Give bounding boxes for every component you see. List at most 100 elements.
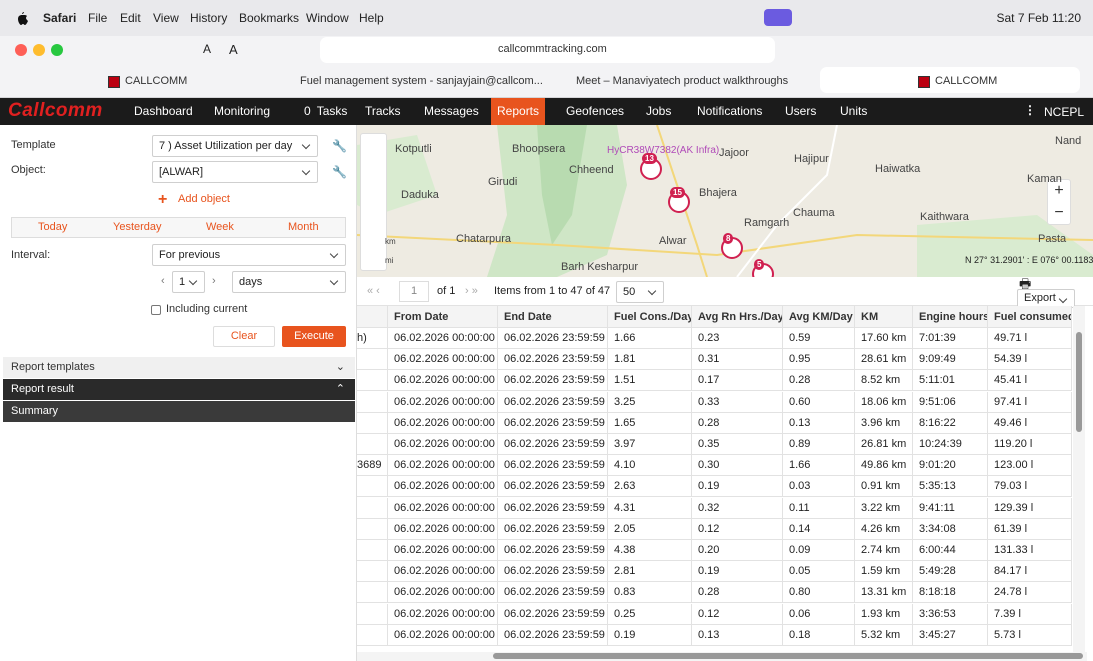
close-button[interactable] (15, 44, 27, 56)
cell: 06.02.2026 23:59:59 (498, 498, 608, 519)
cell: 0.18 (783, 625, 855, 646)
place-label: Jajoor (719, 147, 749, 159)
marker-badge[interactable]: 15 (670, 187, 685, 198)
cell (357, 519, 388, 540)
cell: 06.02.2026 00:00:00 (388, 434, 498, 455)
tab[interactable]: Fuel management system - sanjayjain@call… (300, 68, 550, 94)
decrement[interactable]: ‹ (161, 275, 165, 287)
app-name[interactable]: Safari (43, 11, 76, 25)
cell: 0.30 (692, 455, 783, 476)
nav-item[interactable]: Users (779, 98, 822, 125)
vehicle-label[interactable]: HyCR38W7382(AK Infra) (607, 145, 719, 156)
object-label: Object: (11, 164, 46, 176)
interval-select[interactable]: For previous (152, 244, 346, 266)
url[interactable]: callcommtracking.com (498, 43, 607, 55)
wrench-icon[interactable]: 🔧 (332, 165, 347, 179)
status-icon[interactable] (764, 9, 792, 26)
nav-item[interactable]: Reports (491, 98, 545, 125)
menu-item[interactable]: Window (306, 11, 349, 25)
nav-item[interactable]: Units (834, 98, 873, 125)
menu-item[interactable]: History (190, 11, 227, 25)
cell: 0.09 (783, 540, 855, 561)
menu-item[interactable]: View (153, 11, 179, 25)
place-label: Hajipur (794, 153, 829, 165)
nav-item[interactable]: Geofences (560, 98, 630, 125)
reader-button[interactable]: A (229, 42, 238, 57)
map[interactable]: +− KotputliBhoopseraChheendGirudiBhajera… (357, 125, 1093, 277)
cell: 06.02.2026 00:00:00 (388, 582, 498, 603)
object-select[interactable]: [ALWAR] (152, 161, 318, 183)
marker-badge[interactable]: 13 (642, 153, 657, 164)
page-size[interactable]: 50 (616, 281, 664, 303)
wrench-icon[interactable]: 🔧 (332, 139, 347, 153)
execute-button[interactable]: Execute (282, 326, 346, 347)
cell: 1.81 (608, 349, 692, 370)
cell: 0.03 (783, 476, 855, 497)
menu-item[interactable]: Edit (120, 11, 141, 25)
v-scrollbar[interactable] (1073, 306, 1085, 652)
cell: 123.00 l (988, 455, 1072, 476)
nav-item[interactable]: Dashboard (128, 98, 199, 125)
menu-item[interactable]: Help (359, 11, 384, 25)
cell (357, 561, 388, 582)
including-current[interactable]: Including current (166, 303, 247, 315)
cell: 3.97 (608, 434, 692, 455)
pager-nav[interactable]: « ‹ (367, 285, 380, 297)
cell: 06.02.2026 23:59:59 (498, 434, 608, 455)
menu-bar: Safari Sat 7 Feb 11:20 FileEditViewHisto… (0, 0, 1093, 36)
section-bar[interactable]: Summary (3, 401, 355, 422)
period-tab[interactable]: Today (38, 221, 67, 233)
menu-item[interactable]: File (88, 11, 107, 25)
menu-item[interactable]: Bookmarks (239, 11, 299, 25)
period-tab[interactable]: Yesterday (113, 221, 162, 233)
minimize-button[interactable] (33, 44, 45, 56)
header-cell: Avg KM/Day (783, 306, 855, 328)
section-bar[interactable]: Report result⌃ (3, 379, 355, 400)
logo[interactable]: Callcomm (8, 100, 103, 122)
template-select[interactable]: 7 ) Asset Utilization per day (152, 135, 318, 157)
cell: 9:09:49 (913, 349, 988, 370)
header-cell: Fuel Cons./Day (608, 306, 692, 328)
page-count: of 1 (437, 285, 455, 297)
pager-nav[interactable]: › » (465, 285, 478, 297)
nav-item[interactable]: Jobs (640, 98, 677, 125)
cell: 06.02.2026 00:00:00 (388, 455, 498, 476)
account[interactable]: NCEPL (1044, 105, 1084, 119)
nav-item[interactable]: Monitoring (208, 98, 276, 125)
map-tools[interactable] (360, 133, 387, 271)
cell: 06.02.2026 23:59:59 (498, 370, 608, 391)
page-input[interactable]: 1 (399, 281, 429, 302)
place-label: Pasta (1038, 233, 1066, 245)
tab[interactable]: CALLCOMM (125, 68, 187, 94)
add-object[interactable]: Add object (178, 193, 230, 205)
increment[interactable]: › (212, 275, 216, 287)
cell: h) (357, 328, 388, 349)
tab[interactable]: CALLCOMM (935, 68, 997, 94)
zoom-button[interactable] (51, 44, 63, 56)
cell: 0.32 (692, 498, 783, 519)
apple-logo (15, 10, 29, 26)
report-table: From DateEnd DateFuel Cons./DayAvg Rn Hr… (357, 306, 1072, 652)
reader-button[interactable]: A (203, 42, 211, 56)
period-tab[interactable]: Week (206, 221, 234, 233)
plus-icon[interactable]: + (158, 191, 167, 209)
nav-item[interactable]: Messages (418, 98, 485, 125)
nav-item[interactable]: 0Tasks (298, 98, 353, 125)
tab[interactable]: Meet – Manaviyatech product walkthroughs (576, 68, 796, 94)
cell: 0.89 (783, 434, 855, 455)
checkbox[interactable] (151, 305, 161, 315)
cell: 28.61 km (855, 349, 913, 370)
section-bar[interactable]: Report templates⌄ (3, 357, 355, 378)
clear-button[interactable]: Clear (213, 326, 275, 347)
period-tab[interactable]: Month (288, 221, 319, 233)
nav-label: Messages (424, 104, 479, 118)
zoom-controls[interactable]: +− (1047, 179, 1071, 225)
h-scrollbar[interactable] (357, 652, 1087, 661)
nav-item[interactable]: Notifications (691, 98, 768, 125)
interval-unit[interactable]: days (232, 271, 346, 293)
interval-count[interactable]: 1 (172, 271, 205, 293)
nav-item[interactable]: Tracks (359, 98, 407, 125)
header-cell: End Date (498, 306, 608, 328)
more-menu[interactable]: ⋮ (1024, 103, 1036, 117)
place-label: Chheend (569, 164, 614, 176)
